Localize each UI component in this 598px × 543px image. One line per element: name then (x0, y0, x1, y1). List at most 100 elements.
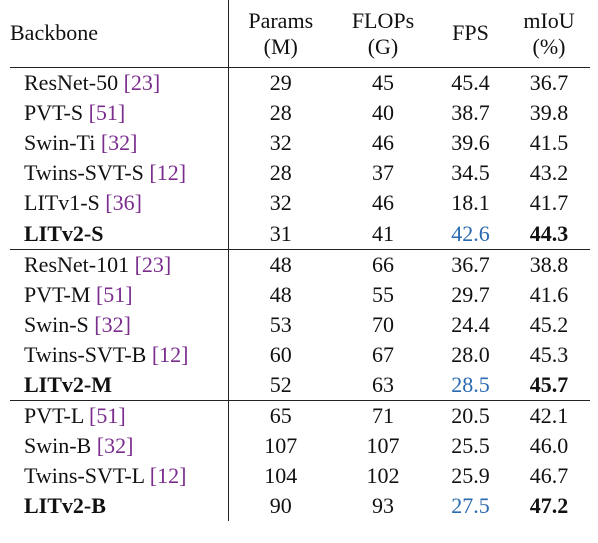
flops-cell: 107 (366, 433, 400, 459)
citation-link[interactable]: [23] (134, 251, 172, 277)
miou-cell: 45.7 (529, 371, 569, 397)
flops-cell: 71 (333, 400, 433, 432)
params-cell: 28 (227, 158, 333, 189)
backbone-name: PVT-L (24, 403, 89, 429)
citation-link[interactable]: [23] (123, 70, 161, 96)
table-row: Swin-B [32] 107 107 25.5 46.0 (10, 431, 590, 462)
table-row: Twins-SVT-S [12] 28 37 34.5 43.2 (10, 158, 590, 189)
backbone-name: ResNet-101 (24, 251, 135, 277)
backbone-cell: Twins-SVT-B [12] (10, 340, 228, 370)
backbone-name: Twins-SVT-B (24, 341, 152, 367)
flops-cell: 41 (372, 220, 394, 246)
citation-link[interactable]: [12] (151, 341, 189, 367)
backbone-name: Twins-SVT-L (24, 463, 150, 489)
fps-cell: 25.9 (451, 463, 490, 489)
citation-link[interactable]: [32] (100, 130, 138, 156)
fps-cell: 27.5 (451, 493, 490, 519)
backbone-name: LITv2-S (24, 220, 104, 246)
table-row: Swin-Ti [32] 32 46 39.6 41.5 (10, 128, 590, 159)
params-cell: 104 (227, 461, 333, 492)
fps-cell: 45.4 (451, 70, 490, 96)
backbone-name: Swin-S (24, 311, 95, 337)
miou-cell: 44.3 (529, 220, 569, 246)
backbone-cell: LITv1-S [36] (10, 188, 228, 218)
backbone-cell: PVT-M [51] (10, 280, 228, 310)
fps-cell: 25.5 (451, 433, 490, 459)
params-cell: 60 (227, 339, 333, 370)
params-cell: 90 (227, 491, 333, 522)
fps-cell: 39.6 (451, 130, 490, 156)
citation-link[interactable]: [51] (88, 100, 126, 126)
header-flops: FLOPs (351, 8, 415, 33)
miou-cell: 42.1 (508, 400, 590, 432)
backbone-name: PVT-M (24, 281, 96, 307)
flops-cell: 40 (372, 100, 394, 126)
params-cell: 32 (227, 128, 333, 159)
citation-link[interactable]: [51] (95, 281, 133, 307)
params-cell: 53 (227, 309, 333, 340)
miou-cell: 41.5 (529, 130, 569, 156)
flops-cell: 45 (372, 70, 394, 96)
flops-cell: 46 (372, 130, 394, 156)
params-cell: 32 (227, 188, 333, 219)
backbone-name: Swin-B (24, 433, 97, 459)
backbone-cell: Swin-B [32] (10, 431, 228, 461)
flops-cell: 93 (372, 493, 394, 519)
backbone-name: LITv1-S (24, 190, 106, 216)
fps-cell: 42.6 (451, 220, 490, 246)
header-miou: mIoU (523, 8, 575, 33)
params-cell: 28 (227, 98, 333, 129)
backbone-name: Swin-Ti (24, 130, 101, 156)
params-cell: 48 (227, 279, 333, 310)
miou-cell: 45.3 (529, 341, 569, 367)
fps-cell: 29.7 (451, 281, 490, 307)
table-row: PVT-S [51] 28 40 38.7 39.8 (10, 98, 590, 129)
header-row-top: Backbone Params FLOPs FPS mIoU (10, 0, 590, 68)
backbone-cell: Swin-S [32] (10, 310, 228, 340)
flops-cell: 37 (372, 160, 394, 186)
params-cell: 65 (227, 400, 333, 432)
backbone-cell: Swin-Ti [32] (10, 128, 228, 158)
citation-link[interactable]: [32] (96, 433, 134, 459)
fps-cell: 18.1 (451, 190, 490, 216)
results-table-container: Backbone Params FLOPs FPS mIoU (M) (G) (… (10, 0, 590, 522)
table-row: ResNet-101 [23] 48 66 36.7 38.8 (10, 248, 590, 280)
backbone-name: PVT-S (24, 100, 89, 126)
citation-link[interactable]: [12] (149, 160, 187, 186)
citation-link[interactable]: [32] (94, 311, 131, 337)
table-header: Backbone Params FLOPs FPS mIoU (M) (G) (… (10, 0, 590, 68)
citation-link[interactable]: [51] (89, 403, 126, 429)
backbone-cell: PVT-L [51] (10, 400, 228, 432)
miou-cell: 47.2 (529, 493, 569, 519)
flops-cell: 63 (372, 371, 394, 397)
table-row: ResNet-50 [23] 29 45 45.4 36.7 (10, 67, 590, 99)
params-cell: 31 (227, 218, 333, 250)
fps-cell: 34.5 (451, 160, 490, 186)
citation-link[interactable]: [36] (105, 190, 142, 216)
flops-cell: 102 (366, 463, 400, 489)
table-row: Twins-SVT-L [12] 104 102 25.9 46.7 (10, 461, 590, 492)
backbone-name: LITv2-M (24, 371, 112, 397)
miou-cell: 41.7 (529, 190, 569, 216)
miou-cell: 46.7 (529, 463, 569, 489)
backbone-cell: ResNet-50 [23] (10, 68, 228, 99)
fps-cell: 28.5 (451, 371, 490, 397)
fps-cell: 28.0 (451, 341, 490, 367)
miou-cell: 41.6 (529, 281, 569, 307)
backbone-cell: PVT-S [51] (10, 98, 228, 128)
flops-cell: 46 (372, 190, 394, 216)
header-fps: FPS (433, 0, 508, 68)
params-cell: 29 (227, 67, 333, 99)
header-row-bottom: (M) (G) (%) (10, 34, 590, 68)
table-row: PVT-L [51] 65 71 20.5 42.1 (10, 400, 590, 432)
backbone-cell: Twins-SVT-L [12] (10, 461, 228, 491)
table-row: LITv2-S 31 41 42.6 44.3 (10, 218, 590, 250)
backbone-cell: LITv2-S (10, 218, 228, 249)
header-miou-unit: (%) (508, 34, 590, 68)
table-row: PVT-M [51] 48 55 29.7 41.6 (10, 279, 590, 310)
citation-link[interactable]: [12] (149, 463, 187, 489)
header-params-unit: (M) (227, 34, 333, 68)
table-row: Twins-SVT-B [12] 60 67 28.0 45.3 (10, 339, 590, 370)
fps-cell: 20.5 (433, 400, 508, 432)
table-row: Swin-S [32] 53 70 24.4 45.2 (10, 309, 590, 340)
